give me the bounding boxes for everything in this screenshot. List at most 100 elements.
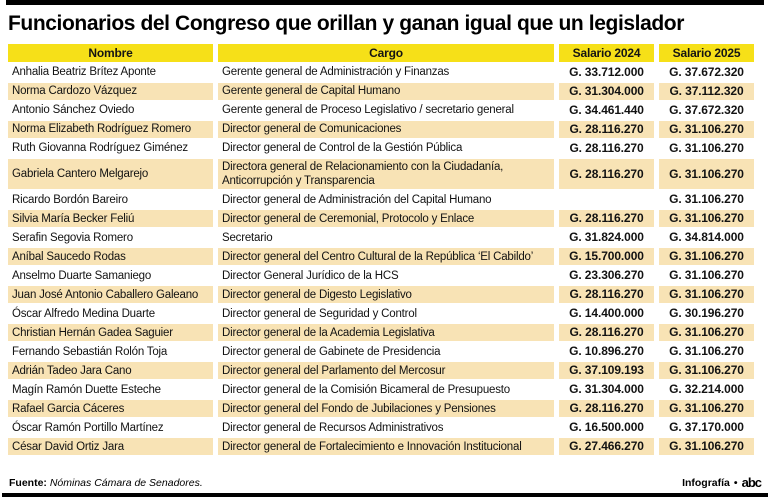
table-row: Adrián Tadeo Jara Cano Director general … xyxy=(8,362,754,380)
table-row: Fernando Sebastián Rolón Toja Director g… xyxy=(8,343,754,360)
cell-cargo: Gerente general de Proceso Legislativo /… xyxy=(222,104,514,117)
cell-salario-2025: G. 31.106.270 xyxy=(659,438,754,456)
cell-salario-2025: G. 31.106.270 xyxy=(659,121,754,138)
cell-cargo: Director general de Comunicaciones xyxy=(218,121,554,138)
cell-cargo: Director general de Digesto Legislativo xyxy=(218,286,554,304)
table-row: Christian Hernán Gadea Saguier Director … xyxy=(8,324,754,342)
cell-salario-2025: G. 31.106.270 xyxy=(659,324,754,342)
cell-nombre: César David Ortiz Jara xyxy=(8,438,213,456)
bottom-rule xyxy=(2,493,768,497)
cell-salario-2024: G. 34.461.440 xyxy=(569,103,644,118)
cell-cargo: Director general de Ceremonial, Protocol… xyxy=(218,210,554,228)
cell-salario-2025: G. 37.672.320 xyxy=(669,103,744,118)
cell-salario-2025: G. 37.112.320 xyxy=(659,83,754,100)
table-row: Magín Ramón Duette Esteche Director gene… xyxy=(8,381,754,398)
cell-salario-2025: G. 37.672.320 xyxy=(669,65,744,80)
cell-cargo: Director general de Fortalecimiento e In… xyxy=(218,438,554,456)
salary-table: Nombre Cargo Salario 2024 Salario 2025 A… xyxy=(3,42,759,457)
footer: Fuente: Nóminas Cámara de Senadores. Inf… xyxy=(9,475,762,490)
table-body: Anhalia Beatriz Brítez Aponte Gerente ge… xyxy=(8,64,754,456)
cell-nombre: Serafin Segovia Romero xyxy=(12,231,133,244)
cell-cargo: Director general de Control de la Gestió… xyxy=(222,142,463,155)
table-header-row: Nombre Cargo Salario 2024 Salario 2025 xyxy=(8,44,754,62)
table-row: Aníbal Saucedo Rodas Director general de… xyxy=(8,248,754,266)
cell-salario-2025: G. 34.814.000 xyxy=(669,230,744,245)
cell-cargo: Directora general de Relacionamiento con… xyxy=(218,159,554,190)
source-label: Fuente: xyxy=(9,476,47,489)
cell-nombre: Anhalia Beatriz Brítez Aponte xyxy=(12,66,156,79)
cell-salario-2024: G. 27.466.270 xyxy=(559,438,654,456)
cell-salario-2025: G. 32.214.000 xyxy=(669,382,744,397)
cell-salario-2025: G. 31.106.270 xyxy=(669,192,744,207)
credit-label: Infografía xyxy=(682,476,730,489)
cell-nombre: Ruth Giovanna Rodríguez Giménez xyxy=(12,142,188,155)
table-row: Anselmo Duarte Samaniego Director Genera… xyxy=(8,267,754,284)
cell-cargo: Director general de Gabinete de Presiden… xyxy=(222,345,441,358)
table-row: Silvia María Becker Feliú Director gener… xyxy=(8,210,754,228)
cell-salario-2024: G. 28.116.270 xyxy=(559,159,654,190)
cell-salario-2025: G. 31.106.270 xyxy=(659,248,754,266)
abc-logo: abc xyxy=(741,475,762,490)
cell-cargo: Director general de la Academia Legislat… xyxy=(218,324,554,342)
cell-salario-2024: G. 31.824.000 xyxy=(569,230,644,245)
credit-separator: • xyxy=(733,476,738,489)
cell-nombre: Silvia María Becker Feliú xyxy=(8,210,213,228)
cell-salario-2025: G. 30.196.270 xyxy=(669,306,744,321)
cell-salario-2024: G. 28.116.270 xyxy=(559,324,654,342)
cell-salario-2025: G. 31.106.270 xyxy=(659,286,754,304)
cell-nombre: Adrián Tadeo Jara Cano xyxy=(8,362,213,380)
table-row: Óscar Ramón Portillo Martínez Director g… xyxy=(8,419,754,436)
cell-salario-2024: G. 10.896.270 xyxy=(569,344,644,359)
table-row: Norma Elizabeth Rodríguez Romero Directo… xyxy=(8,121,754,138)
cell-salario-2024: G. 37.109.193 xyxy=(559,362,654,380)
cell-salario-2024: G. 31.304.000 xyxy=(569,382,644,397)
cell-nombre: Óscar Alfredo Medina Duarte xyxy=(12,307,155,320)
cell-salario-2024 xyxy=(559,191,654,208)
table-row: César David Ortiz Jara Director general … xyxy=(8,438,754,456)
cell-salario-2024: G. 28.116.270 xyxy=(559,286,654,304)
cell-nombre: Anselmo Duarte Samaniego xyxy=(12,269,152,282)
cell-salario-2024: G. 16.500.000 xyxy=(569,420,644,435)
cell-cargo: Gerente general de Capital Humano xyxy=(218,83,554,100)
cell-salario-2024: G. 28.116.270 xyxy=(559,210,654,228)
cell-cargo: Director general del Fondo de Jubilacion… xyxy=(218,400,554,418)
table-row: Ricardo Bordón Bareiro Director general … xyxy=(8,191,754,208)
cell-nombre: Aníbal Saucedo Rodas xyxy=(8,248,213,266)
page-title: Funcionarios del Congreso que orillan y … xyxy=(8,12,684,35)
cell-salario-2024: G. 15.700.000 xyxy=(559,248,654,266)
cell-cargo: Director general de Seguridad y Control xyxy=(222,307,417,320)
column-header-cargo: Cargo xyxy=(218,44,554,62)
cell-salario-2025: G. 37.170.000 xyxy=(669,420,744,435)
column-header-salario-2025: Salario 2025 xyxy=(659,44,754,62)
cell-cargo: Secretario xyxy=(222,231,273,244)
table-row: Gabriela Cantero Melgarejo Directora gen… xyxy=(8,159,754,190)
cell-salario-2025: G. 31.106.270 xyxy=(669,141,744,156)
column-header-salario-2024: Salario 2024 xyxy=(559,44,654,62)
cell-nombre: Ricardo Bordón Bareiro xyxy=(12,193,128,206)
cell-salario-2024: G. 31.304.000 xyxy=(559,83,654,100)
cell-cargo: Director General Jurídico de la HCS xyxy=(222,269,399,282)
cell-nombre: Fernando Sebastián Rolón Toja xyxy=(12,345,168,358)
cell-nombre: Norma Cardozo Vázquez xyxy=(8,83,213,100)
cell-cargo: Gerente general de Administración y Fina… xyxy=(222,66,450,79)
table-row: Antonio Sánchez Oviedo Gerente general d… xyxy=(8,102,754,119)
cell-nombre: Rafael Garcia Cáceres xyxy=(8,400,213,418)
cell-salario-2025: G. 31.106.270 xyxy=(669,268,744,283)
cell-salario-2025: G. 31.106.270 xyxy=(669,344,744,359)
cell-salario-2024: G. 14.400.000 xyxy=(569,306,644,321)
cell-salario-2025: G. 31.106.270 xyxy=(659,210,754,228)
column-header-nombre: Nombre xyxy=(8,44,213,62)
table-row: Juan José Antonio Caballero Galeano Dire… xyxy=(8,286,754,304)
cell-cargo: Director general de Recursos Administrat… xyxy=(222,421,444,434)
cell-salario-2024: G. 28.116.270 xyxy=(569,141,644,156)
cell-salario-2024: G. 28.116.270 xyxy=(559,121,654,138)
table-row: Rafael Garcia Cáceres Director general d… xyxy=(8,400,754,418)
cell-nombre: Antonio Sánchez Oviedo xyxy=(12,104,135,117)
cell-salario-2024: G. 23.306.270 xyxy=(569,268,644,283)
credit: Infografía • abc xyxy=(682,475,762,490)
source-note: Fuente: Nóminas Cámara de Senadores. xyxy=(9,477,203,489)
cell-nombre: Óscar Ramón Portillo Martínez xyxy=(12,421,164,434)
top-rule xyxy=(6,0,764,5)
cell-cargo: Director general de Administración del C… xyxy=(222,193,492,206)
cell-nombre: Christian Hernán Gadea Saguier xyxy=(8,324,213,342)
